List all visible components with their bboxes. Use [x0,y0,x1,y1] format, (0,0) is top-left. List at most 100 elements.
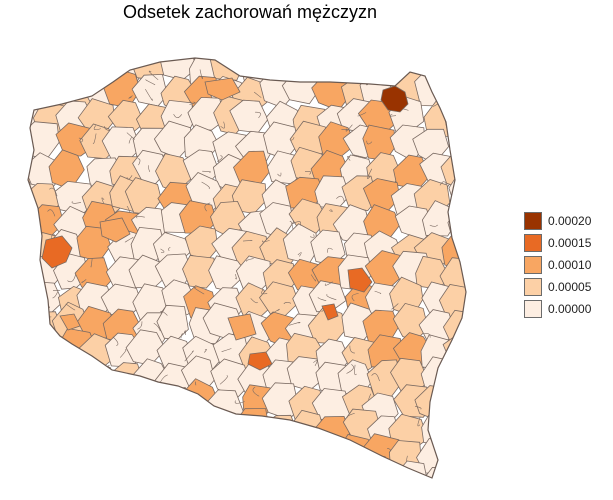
county-border-line [219,375,228,385]
county-border-line [137,158,141,166]
county-border-line [346,413,355,418]
county-border-line [87,386,91,396]
county-region [393,58,427,59]
county-border-line [297,252,302,257]
county-region [159,415,198,453]
county-border-line [145,79,156,86]
county-region [28,458,65,478]
county-region [28,58,42,89]
county-border-line [249,438,260,444]
legend-item: 0.00015 [524,232,610,254]
county-region [28,382,64,420]
county-border-line [136,216,145,219]
county-border-line [234,425,239,430]
county-border-line [255,111,261,119]
county-region [28,416,63,452]
county-border-line [204,348,207,353]
county-region [28,226,42,263]
county-region [53,470,93,478]
legend-swatch [524,212,542,230]
county-border-line [462,357,466,364]
county-region [28,432,37,469]
county-border-line [351,293,359,302]
county-region [334,58,373,62]
legend-item: 0.00010 [524,254,610,276]
county-border-line [241,65,245,72]
county-border-line [93,125,101,131]
county-border-line [184,350,194,362]
high-value-county [321,303,339,321]
county-border-line [153,322,161,332]
county-border-line [306,53,315,57]
county-border-line [374,290,382,294]
county-border-line [78,137,84,143]
county-border-line [221,348,232,352]
county-region [132,440,168,474]
county-region [53,18,87,54]
county-border-line [104,126,111,132]
high-value-county [347,267,373,293]
county-border-line [383,458,387,469]
county-border-line [309,234,315,238]
county-region [445,58,466,81]
high-value-county [59,313,81,331]
county-border-line [67,399,79,408]
county-region [444,410,466,448]
county-region [335,463,372,478]
county-border-line [252,461,257,467]
county-border-line [235,274,237,280]
county-border-line [120,474,125,477]
county-border-line [137,321,143,330]
county-border-line [112,336,119,346]
legend-label: 0.00010 [548,258,592,272]
county-border-line [269,308,280,316]
legend-label: 0.00015 [548,236,592,250]
county-border-line [194,287,205,295]
county-region [28,436,63,474]
county-region [231,438,270,476]
county-region [80,58,121,79]
high-value-county [99,217,131,243]
county-border-line [119,349,127,358]
county-border-line [326,293,337,301]
county-border-line [292,221,302,226]
legend-item: 0.00020 [524,210,610,232]
county-region [291,465,328,478]
county-border-line [429,224,439,227]
county-border-line [354,364,357,376]
county-region [230,465,269,478]
county-border-line [310,274,316,282]
county-border-line [242,240,253,242]
county-border-line [278,434,282,437]
legend-swatch [524,300,542,318]
county-border-line [450,147,453,153]
county-border-line [202,170,212,173]
county-border-line [52,291,58,299]
county-border-line [406,455,408,462]
county-border-line [47,209,56,217]
county-region [29,58,66,90]
county-region [28,257,44,293]
county-border-line [389,113,397,117]
map-legend: 0.00020 0.00015 0.00010 0.00005 0.00000 [524,210,610,320]
county-border-line [357,112,367,117]
county-border-line [314,430,324,441]
county-border-line [468,363,471,365]
legend-label: 0.00020 [548,214,592,228]
county-border-line [414,405,422,410]
county-border-line [92,46,99,53]
county-region [103,58,140,59]
county-region [189,436,226,473]
legend-swatch [524,234,542,252]
legend-item: 0.00005 [524,276,610,298]
county-border-line [159,311,168,316]
county-border-line [150,417,153,425]
county-region [262,58,299,83]
county-region [414,71,449,107]
county-region [54,353,90,393]
county-region [394,460,429,478]
county-border-line [90,258,93,268]
county-border-line [330,466,336,474]
county-border-line [145,88,153,101]
county-region [77,433,117,468]
